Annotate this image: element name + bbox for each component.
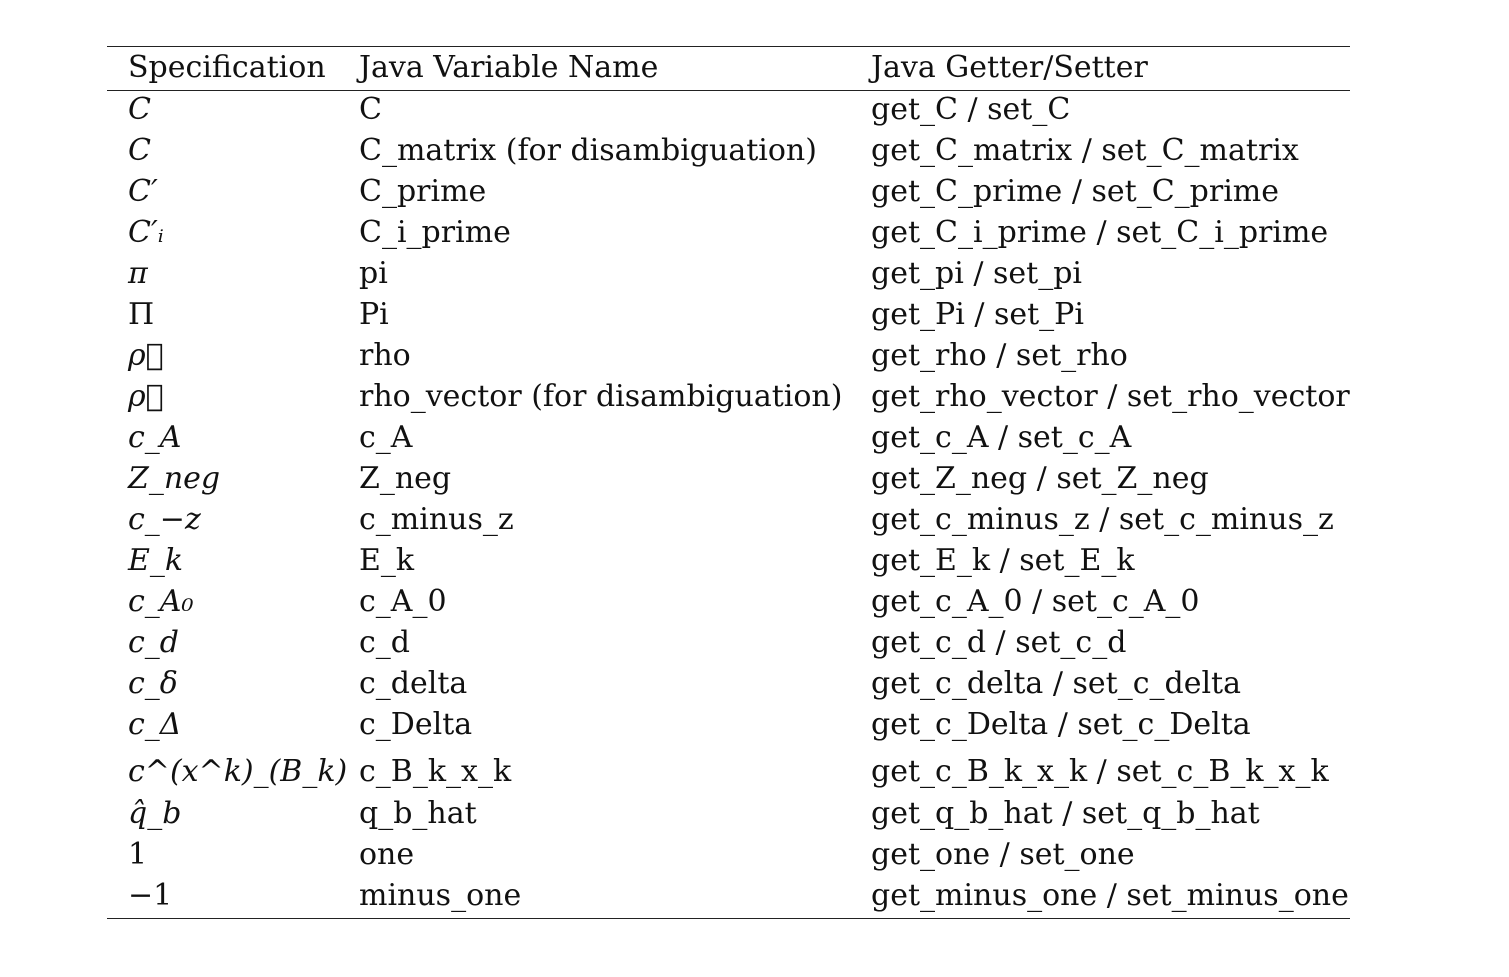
spec-cell: c_Δ [128,707,182,742]
getter-setter-cell: get_C_i_prime / set_C_i_prime [871,215,1329,250]
getter-setter-cell: get_q_b_hat / set_q_b_hat [871,796,1260,831]
spec-cell: E_k [128,543,184,578]
table-row: C′ C_prime get_C_prime / set_C_prime [0,172,1509,213]
variable-cell: rho [359,338,411,373]
table-row: π pi get_pi / set_pi [0,254,1509,295]
getter-setter-cell: get_rho_vector / set_rho_vector [871,379,1350,414]
variable-cell: E_k [359,543,415,578]
table-row: Π Pi get_Pi / set_Pi [0,295,1509,336]
getter-setter-cell: get_pi / set_pi [871,256,1082,291]
table-bottom-rule [107,918,1350,919]
spec-cell: c_δ [128,666,178,701]
variable-cell: one [359,837,415,872]
table-row: 1 one get_one / set_one [0,835,1509,876]
variable-cell: Pi [359,297,389,332]
variable-cell: C_matrix (for disambiguation) [359,133,817,168]
spec-cell: ρ⃗ [128,379,164,414]
spec-cell: c_A₀ [128,584,194,619]
getter-setter-cell: get_minus_one / set_minus_one [871,878,1349,913]
getter-setter-cell: get_c_A_0 / set_c_A_0 [871,584,1200,619]
getter-setter-cell: get_c_A / set_c_A [871,420,1132,455]
getter-setter-cell: get_C_prime / set_C_prime [871,174,1279,209]
getter-setter-cell: get_Pi / set_Pi [871,297,1084,332]
variable-cell: c_d [359,625,411,660]
table-top-rule [107,46,1350,47]
getter-setter-cell: get_C / set_C [871,92,1071,127]
table-row: c_d c_d get_c_d / set_c_d [0,623,1509,664]
table-row: Z_neg Z_neg get_Z_neg / set_Z_neg [0,459,1509,500]
spec-cell: 1 [128,837,148,872]
table-row: c_δ c_delta get_c_delta / set_c_delta [0,664,1509,705]
spec-cell: C′ [128,174,158,209]
spec-cell: q̂_b [128,796,182,831]
variable-cell: Z_neg [359,461,452,496]
header-java-getter-setter: Java Getter/Setter [871,50,1148,85]
table-row: C C get_C / set_C [0,90,1509,131]
variable-cell: c_Delta [359,707,473,742]
spec-cell: C′ᵢ [128,215,164,250]
spec-cell: −1 [128,878,173,913]
variable-cell: c_minus_z [359,502,514,537]
getter-setter-cell: get_rho / set_rho [871,338,1128,373]
table-row: ρ⃗ rho get_rho / set_rho [0,336,1509,377]
spec-cell: C [128,133,151,168]
table-row: ρ⃗ rho_vector (for disambiguation) get_r… [0,377,1509,418]
table-row: C′ᵢ C_i_prime get_C_i_prime / set_C_i_pr… [0,213,1509,254]
variable-cell: c_A_0 [359,584,447,619]
getter-setter-cell: get_E_k / set_E_k [871,543,1135,578]
getter-setter-cell: get_c_delta / set_c_delta [871,666,1241,701]
variable-cell: pi [359,256,388,291]
spec-cell: c_d [128,625,180,660]
spec-cell: c_−z [128,502,201,537]
table-row: c^(x^k)_(B_k) c_B_k_x_k get_c_B_k_x_k / … [0,752,1509,793]
table-row: C C_matrix (for disambiguation) get_C_ma… [0,131,1509,172]
spec-cell: c_A [128,420,182,455]
table-body: C C get_C / set_C C C_matrix (for disamb… [0,90,1509,918]
spec-cell: ρ⃗ [128,338,164,373]
variable-cell: C [359,92,382,127]
table-row: −1 minus_one get_minus_one / set_minus_o… [0,876,1509,917]
variable-cell: c_A [359,420,413,455]
getter-setter-cell: get_c_d / set_c_d [871,625,1127,660]
variable-cell: C_i_prime [359,215,511,250]
spec-cell: Z_neg [128,461,221,496]
spec-cell: π [128,256,148,291]
variable-cell: rho_vector (for disambiguation) [359,379,843,414]
getter-setter-cell: get_one / set_one [871,837,1135,872]
table-row: E_k E_k get_E_k / set_E_k [0,541,1509,582]
getter-setter-cell: get_c_B_k_x_k / set_c_B_k_x_k [871,754,1329,789]
variable-cell: C_prime [359,174,487,209]
spec-cell: c^(x^k)_(B_k) [128,754,348,789]
header-java-variable-name: Java Variable Name [359,50,659,85]
table-header-row: Specification Java Variable Name Java Ge… [107,46,1350,90]
table-row: c_Δ c_Delta get_c_Delta / set_c_Delta [0,705,1509,746]
spec-cell: Π [128,297,155,332]
table-row: c_A₀ c_A_0 get_c_A_0 / set_c_A_0 [0,582,1509,623]
table-header-rule [107,90,1350,91]
getter-setter-cell: get_c_minus_z / set_c_minus_z [871,502,1334,537]
variable-cell: c_delta [359,666,468,701]
variable-cell: q_b_hat [359,796,477,831]
getter-setter-cell: get_Z_neg / set_Z_neg [871,461,1209,496]
header-specification: Specification [128,50,326,85]
table-row: q̂_b q_b_hat get_q_b_hat / set_q_b_hat [0,794,1509,835]
getter-setter-cell: get_c_Delta / set_c_Delta [871,707,1251,742]
table-row: c_−z c_minus_z get_c_minus_z / set_c_min… [0,500,1509,541]
spec-cell: C [128,92,151,127]
getter-setter-cell: get_C_matrix / set_C_matrix [871,133,1299,168]
variable-cell: minus_one [359,878,522,913]
table-row: c_A c_A get_c_A / set_c_A [0,418,1509,459]
variable-cell: c_B_k_x_k [359,754,512,789]
